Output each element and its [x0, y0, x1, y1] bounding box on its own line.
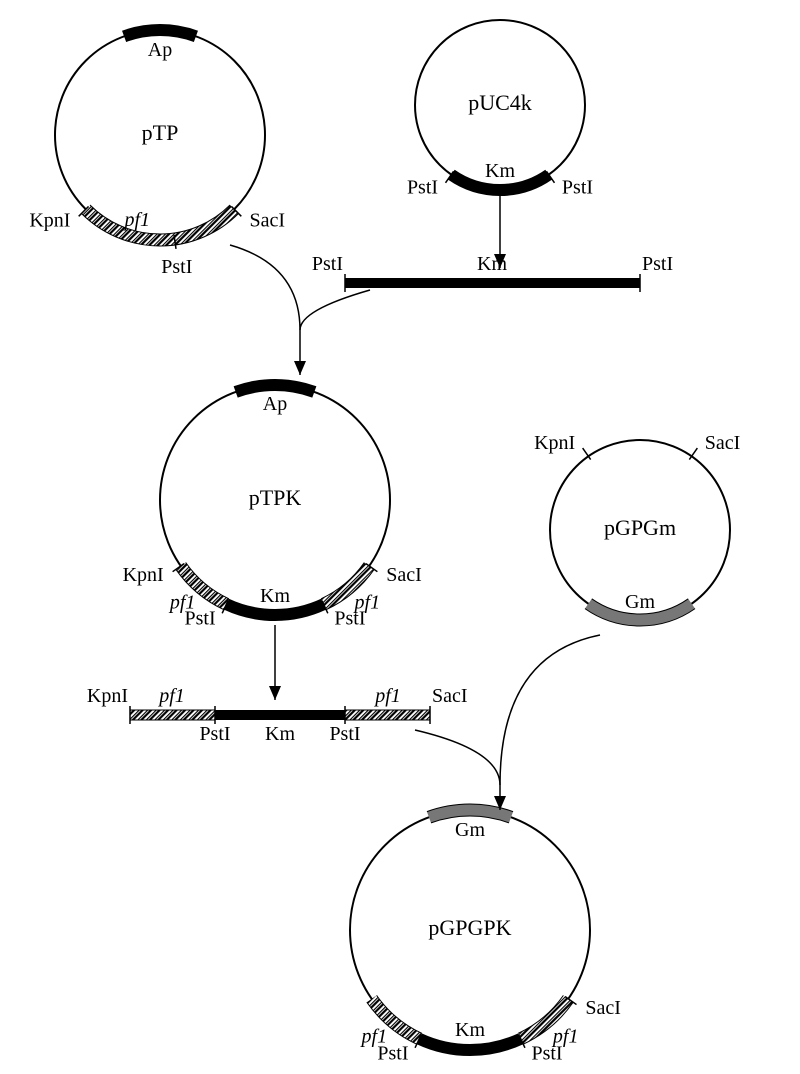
- flow-arrow: [230, 245, 370, 375]
- plasmid-name: pTPK: [249, 485, 302, 510]
- gene-label: Ap: [148, 39, 172, 61]
- flow-arrow: [494, 195, 506, 268]
- linear-fragment: [345, 274, 640, 292]
- gene-label: Gm: [625, 591, 655, 613]
- gene-label: pf1: [353, 592, 381, 614]
- site-label: PstI: [199, 723, 230, 745]
- site-label: PstI: [329, 723, 360, 745]
- site-label: PstI: [407, 177, 438, 199]
- gene-label: Km: [265, 723, 295, 745]
- site-label: SacI: [432, 685, 468, 707]
- gene-label: Km: [260, 585, 290, 607]
- site-label: KpnI: [123, 564, 164, 586]
- site-label: KpnI: [534, 432, 575, 454]
- gene-label: pf1: [360, 1025, 388, 1047]
- linear-fragment: [130, 706, 430, 724]
- site-label: SacI: [250, 210, 286, 232]
- gene-label: pf1: [122, 209, 150, 231]
- site-label: PstI: [161, 256, 192, 278]
- gene-label: Ap: [263, 393, 287, 415]
- site-label: PstI: [312, 253, 343, 275]
- plasmid-name: pGPGPK: [428, 915, 511, 940]
- gene-label: Gm: [455, 819, 485, 841]
- plasmid-name: pTP: [142, 120, 179, 145]
- site-label: SacI: [705, 432, 741, 454]
- site-label: SacI: [386, 564, 422, 586]
- site-label: KpnI: [87, 685, 128, 707]
- site-label: PstI: [642, 253, 673, 275]
- site-label: SacI: [585, 997, 621, 1019]
- gene-label: Km: [455, 1019, 485, 1041]
- gene-label: pf1: [373, 685, 401, 707]
- gene-label: Km: [485, 160, 515, 182]
- plasmid-name: pGPGm: [604, 515, 676, 540]
- site-label: KpnI: [29, 210, 70, 232]
- flow-arrow: [415, 635, 600, 810]
- gene-label: pf1: [157, 685, 185, 707]
- gene-label: pf1: [551, 1025, 579, 1047]
- plasmid-name: pUC4k: [468, 90, 532, 115]
- flow-arrow: [269, 625, 281, 700]
- gene-label: pf1: [168, 592, 196, 614]
- site-label: PstI: [562, 177, 593, 199]
